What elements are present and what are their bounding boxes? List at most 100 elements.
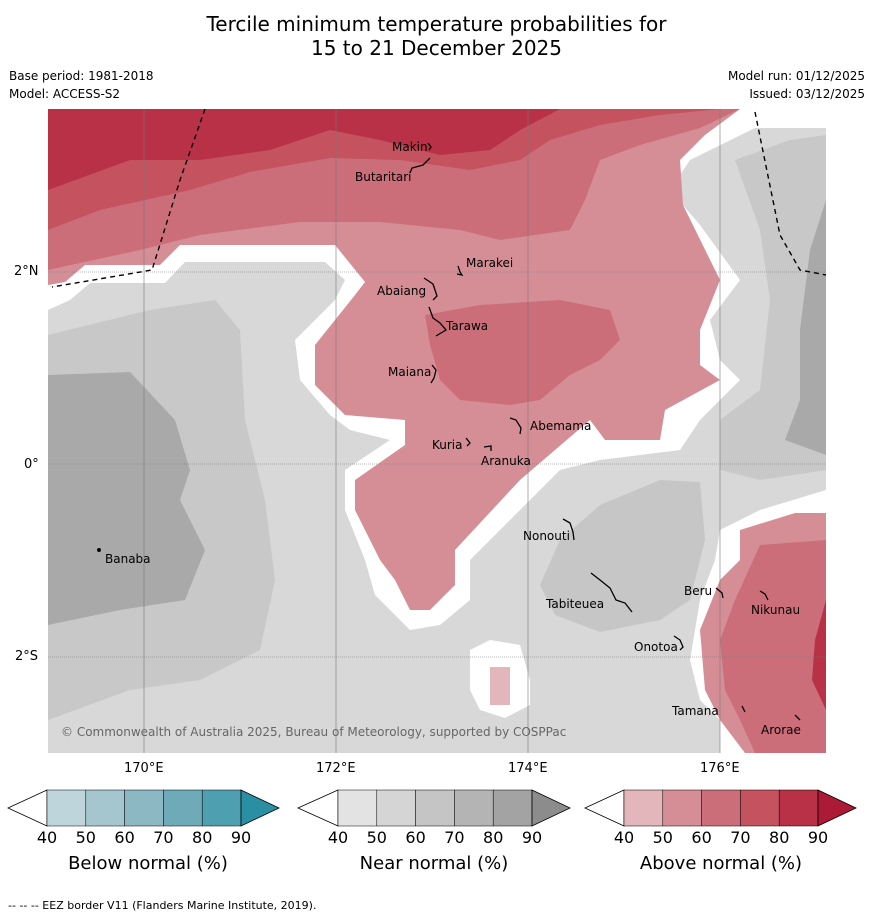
abemama-coast — [509, 417, 522, 435]
colorbar-swatch — [124, 789, 164, 827]
title-line-1: Tercile minimum temperature probabilitie… — [206, 12, 667, 36]
colorbar-tick-label: 50 — [75, 828, 96, 847]
tamana-coast — [741, 705, 746, 713]
eez-footnote: -- -- -- EEZ border V11 (Flanders Marine… — [8, 899, 317, 912]
butaritari-coast — [409, 157, 431, 174]
colorbar-swatch — [454, 789, 494, 827]
model-name: Model: ACCESS-S2 — [9, 87, 121, 101]
colorbar-swatch — [337, 789, 378, 827]
meta-right: Model run: 01/12/2025 Issued: 03/12/2025 — [728, 67, 865, 103]
colorbar-swatch — [701, 789, 741, 827]
place-labels: Makin Butaritari Marakei Abaiang Tarawa … — [105, 140, 801, 737]
nonouti-coast — [562, 518, 575, 541]
colorbar-arrow-high — [817, 789, 857, 827]
lon-label-176e: 176°E — [700, 761, 740, 776]
graticule — [48, 109, 826, 753]
place-label: Abemama — [530, 419, 591, 433]
place-label: Maiana — [388, 365, 431, 379]
marakei-coast — [456, 265, 464, 276]
tabiteuea-coast — [590, 572, 633, 613]
colorbar-swatch — [740, 789, 780, 827]
island-coastlines — [97, 142, 801, 721]
place-label: Butaritari — [355, 170, 412, 184]
place-label: Banaba — [105, 552, 151, 566]
place-label: Tamana — [671, 704, 719, 718]
lat-label-0: 0° — [24, 457, 39, 472]
arorae-coast — [794, 714, 801, 721]
abaiang-coast — [423, 277, 438, 301]
place-label: Onotoa — [634, 640, 678, 654]
banaba-coast — [97, 548, 101, 552]
maiana-coast — [430, 364, 437, 384]
colorbar-tick-label: 60 — [405, 828, 426, 847]
colorbar-swatch — [85, 789, 125, 827]
lat-label-2s: 2°S — [15, 649, 39, 664]
probability-field: Makin Butaritari Marakei Abaiang Tarawa … — [48, 109, 826, 753]
colorbar-tick-label: 50 — [366, 828, 387, 847]
colorbar-tick-label: 90 — [807, 828, 829, 847]
copyright-text: © Commonwealth of Australia 2025, Bureau… — [61, 725, 566, 739]
tarawa-coast — [428, 306, 447, 337]
colorbar-tick-label: 40 — [36, 828, 58, 847]
place-label: Aranuka — [481, 454, 531, 468]
onotoa-coast — [673, 635, 684, 651]
place-label: Tarawa — [445, 319, 488, 333]
place-label: Tabiteuea — [545, 597, 604, 611]
nikunau-coast — [759, 590, 769, 601]
near-normal-50-south — [540, 480, 705, 632]
colorbar-label-above: Above normal (%) — [639, 853, 803, 874]
colorbar-swatch — [662, 789, 702, 827]
lon-label-172e: 172°E — [316, 761, 356, 776]
place-label: Kuria — [432, 438, 463, 452]
place-label: Nonouti — [523, 529, 570, 543]
above-normal-80-north — [48, 109, 560, 190]
colorbar-tick-label: 90 — [521, 828, 543, 847]
place-label: Nikunau — [751, 603, 800, 617]
colorbar-arrow-low — [297, 789, 339, 827]
colorbar-arrow-high — [240, 789, 280, 827]
colorbar-swatch — [778, 789, 819, 827]
colorbar-swatch — [415, 789, 455, 827]
beru-coast — [715, 587, 724, 599]
kuria-coast — [465, 437, 471, 447]
place-label: Arorae — [761, 723, 801, 737]
colorbar-arrow-low — [7, 789, 48, 827]
place-label: Beru — [684, 584, 712, 598]
colorbar-tick-label: 70 — [444, 828, 465, 847]
meta-left: Base period: 1981-2018 Model: ACCESS-S2 — [9, 67, 154, 103]
colorbar-swatch — [623, 789, 664, 827]
colorbar-tick-label: 60 — [691, 828, 712, 847]
eez-border — [51, 109, 826, 288]
near-normal-60-west — [48, 372, 205, 625]
near-normal-50-east — [720, 135, 826, 480]
near-normal-60-east — [785, 200, 826, 455]
colorbar-tick-label: 40 — [613, 828, 635, 847]
colorbar-swatch — [376, 789, 416, 827]
colorbar-label-below: Below normal (%) — [68, 853, 228, 874]
colorbar-tick-label: 70 — [730, 828, 751, 847]
colorbar-tick-label: 70 — [153, 828, 174, 847]
colorbar-tick-label: 80 — [769, 828, 790, 847]
above-normal-60-central — [425, 300, 620, 405]
above-normal-70-southeast — [812, 600, 826, 710]
above-normal-50-main — [48, 109, 740, 610]
colorbar-tick-label: 80 — [192, 828, 213, 847]
place-label: Abaiang — [377, 284, 426, 298]
colorbar-arrow-high — [531, 789, 571, 827]
lat-label-2n: 2°N — [14, 264, 39, 279]
lon-label-170e: 170°E — [124, 761, 164, 776]
colorbar-tick-label: 40 — [327, 828, 349, 847]
map-title: Tercile minimum temperature probabilitie… — [0, 12, 873, 60]
model-run: Model run: 01/12/2025 — [727, 69, 865, 83]
above-normal-60-southeast — [720, 540, 826, 753]
colorbar-swatch — [46, 789, 87, 827]
place-label: Makin — [392, 140, 428, 154]
colorbar-tick-label: 60 — [114, 828, 135, 847]
issued-date: Issued: 03/12/2025 — [749, 87, 865, 101]
colorbar-label-near: Near normal (%) — [359, 853, 509, 874]
title-line-2: 15 to 21 December 2025 — [310, 36, 562, 60]
colorbar-swatch — [163, 789, 203, 827]
colorbar-swatch — [492, 789, 533, 827]
